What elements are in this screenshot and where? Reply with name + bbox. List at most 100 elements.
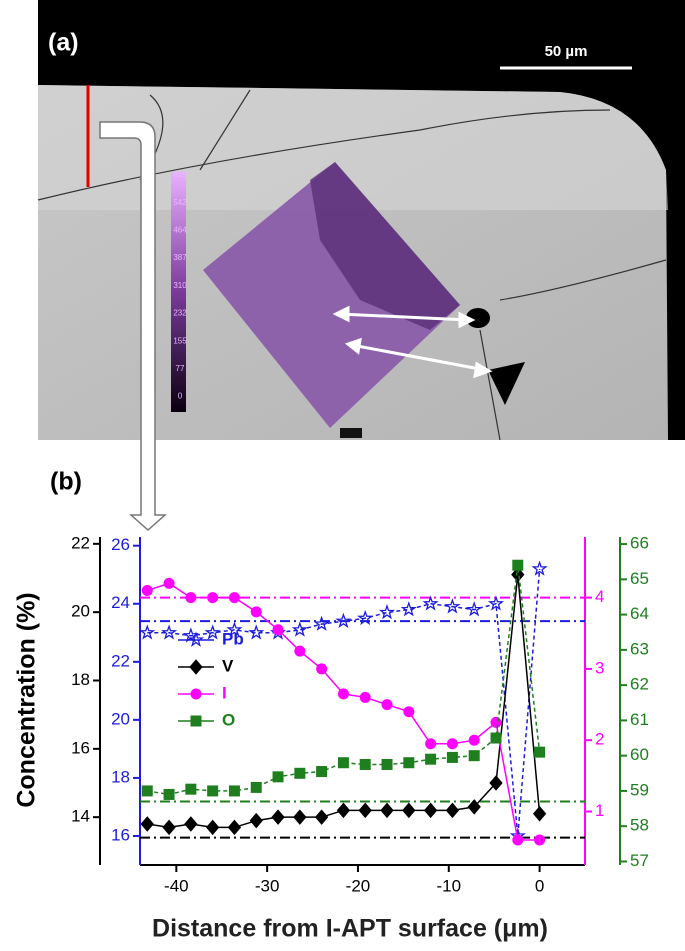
marker: [294, 767, 306, 779]
panel-label: (b): [50, 468, 82, 496]
y-tick-label: 61: [630, 710, 649, 729]
y-tick-label: 16: [111, 825, 130, 844]
legend-label: I: [222, 683, 227, 702]
marker: [162, 819, 176, 836]
marker: [423, 802, 438, 819]
marker: [357, 609, 374, 626]
y-tick-label: 59: [630, 780, 649, 799]
marker: [490, 716, 502, 728]
legend-label: O: [222, 710, 235, 729]
marker: [531, 560, 548, 576]
marker: [381, 758, 393, 770]
colorbar-label: 0: [178, 392, 183, 401]
marker: [163, 577, 175, 589]
marker: [403, 757, 415, 769]
colorbar-label: 542: [173, 198, 187, 207]
marker: [358, 802, 372, 819]
colorbar-label: 464: [173, 226, 187, 235]
marker: [271, 809, 285, 825]
y-tick-label: 66: [630, 534, 649, 553]
y-tick-label: 24: [111, 593, 130, 612]
marker: [294, 645, 306, 657]
marker: [228, 785, 240, 797]
marker: [140, 816, 154, 832]
marker: [161, 624, 178, 640]
legend-marker: [187, 631, 205, 647]
marker: [205, 819, 220, 836]
x-tick-label: -40: [164, 876, 189, 895]
marker: [359, 758, 371, 770]
colorbar-labels: 619 542 464 387 310 232 155 77 0: [173, 170, 187, 401]
legend-marker: [190, 688, 202, 700]
colorbar-label: 619: [173, 170, 187, 179]
y-tick-label: 20: [111, 709, 130, 728]
marker: [425, 753, 437, 765]
y-tick-label: 22: [71, 533, 90, 552]
marker: [466, 601, 483, 617]
x-tick-label: -30: [255, 876, 280, 895]
y-tick-label: 14: [71, 807, 90, 826]
marker: [337, 757, 349, 769]
marker: [207, 592, 219, 604]
x-axis-title: Distance from I-APT surface (μm): [152, 915, 548, 943]
marker: [204, 624, 221, 640]
marker: [207, 785, 219, 797]
marker: [141, 785, 153, 797]
marker: [336, 802, 351, 819]
marker: [314, 809, 329, 825]
y-tick-label: 20: [71, 602, 90, 621]
marker: [512, 834, 524, 846]
y-tick-label: 63: [630, 639, 649, 658]
marker: [184, 816, 198, 832]
marker: [403, 706, 415, 718]
x-tick-label: -10: [436, 876, 461, 895]
marker: [313, 615, 330, 631]
marker: [185, 592, 197, 604]
colorbar-label: 155: [173, 336, 187, 345]
marker: [249, 812, 263, 829]
marker: [250, 606, 262, 618]
marker: [467, 799, 481, 815]
y-tick-label: 26: [111, 535, 130, 554]
marker: [445, 802, 460, 819]
y-tick-label: 2: [595, 730, 604, 749]
marker: [381, 699, 393, 711]
marker: [400, 601, 417, 617]
marker: [378, 603, 396, 620]
y-tick-label: 1: [595, 801, 604, 820]
y-tick-label: 62: [630, 675, 649, 694]
y-axis-title: Concentration (%): [13, 592, 41, 807]
y-tick-label: 4: [595, 587, 604, 606]
marker: [359, 691, 371, 703]
sem-image: [37, 0, 685, 532]
marker: [272, 771, 284, 783]
panel-label: (a): [48, 29, 79, 57]
marker: [228, 592, 240, 604]
marker: [512, 559, 524, 571]
plot: -40 -30 -20 -10 0 14 16 18 20 22 16 18 20 22 24 26 1 2 3 4 5…: [71, 533, 649, 895]
marker: [227, 819, 242, 836]
y-tick-label: 60: [630, 745, 649, 764]
marker: [380, 802, 394, 819]
marker: [446, 751, 458, 763]
series-line: [147, 574, 541, 829]
marker: [250, 781, 262, 793]
legend-label: V: [222, 656, 234, 675]
colorbar-label: 310: [173, 281, 187, 290]
colorbar-label: 232: [173, 309, 187, 318]
y-tick-label: 58: [630, 816, 649, 835]
legend-marker: [190, 715, 202, 727]
marker: [422, 595, 439, 611]
marker: [337, 688, 349, 700]
marker: [141, 584, 153, 596]
x-tick-label: 0: [535, 876, 544, 895]
marker: [532, 805, 547, 822]
marker: [272, 624, 284, 636]
marker: [293, 809, 307, 825]
colorbar-label: 77: [176, 364, 185, 373]
series-line: [147, 568, 541, 837]
scale-bar-label: 50 µm: [545, 43, 588, 60]
x-tick-label: -20: [346, 876, 371, 895]
